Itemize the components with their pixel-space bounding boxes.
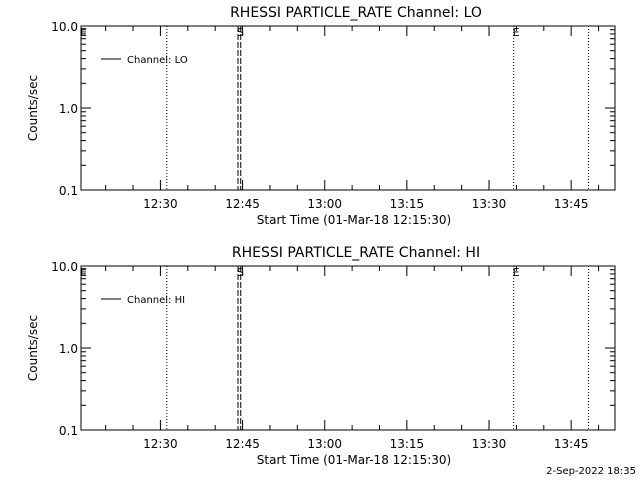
marker-label: E [80, 266, 87, 279]
legend-entry: Channel: LO [127, 55, 188, 66]
legend-entry: Channel: HI [127, 295, 185, 306]
x-tick-label: 12:45 [225, 437, 260, 451]
y-tick-label: 10.0 [51, 260, 78, 274]
chart-title: RHESSI PARTICLE_RATE Channel: HI [232, 245, 480, 261]
y-axis-label: Counts/sec [26, 315, 40, 381]
marker-label: E [513, 26, 520, 39]
y-axis-label: Counts/sec [26, 75, 40, 141]
x-tick-label: 13:30 [472, 437, 507, 451]
x-tick-label: 13:45 [554, 197, 589, 211]
x-ticks: 12:30 12:45 13:00 13:15 13:30 13:45 [105, 266, 600, 451]
chart-panel-2: RHESSI PARTICLE_RATE Channel: HI 0.1 1.0 10… [26, 245, 616, 467]
x-axis-label: Start Time (01-Mar-18 12:15:30) [257, 453, 451, 467]
x-tick-label: 13:00 [307, 437, 342, 451]
plot-frame [80, 25, 616, 191]
y-tick-label: 0.1 [59, 424, 78, 438]
chart-panel-1: RHESSI PARTICLE_RATE Channel: LO 0.1 1.0 10… [26, 5, 616, 227]
chart-title: RHESSI PARTICLE_RATE Channel: LO [230, 5, 482, 21]
plot-timestamp: 2-Sep-2022 18:35 [546, 466, 636, 477]
marker-label: E [513, 266, 520, 279]
marker-label: S [237, 26, 244, 39]
x-tick-label: 12:30 [143, 437, 178, 451]
y-tick-label: 0.1 [59, 184, 78, 198]
x-tick-label: 12:30 [143, 197, 178, 211]
y-tick-label: 1.0 [59, 102, 78, 116]
marker-label: E [80, 26, 87, 39]
x-tick-label: 12:45 [225, 197, 260, 211]
legend: Channel: HI [101, 295, 185, 306]
x-tick-label: 13:30 [472, 197, 507, 211]
marker-label: S [237, 266, 244, 279]
y-tick-label: 10.0 [51, 20, 78, 34]
x-axis-label: Start Time (01-Mar-18 12:15:30) [257, 213, 451, 227]
y-tick-label: 1.0 [59, 342, 78, 356]
x-tick-label: 13:45 [554, 437, 589, 451]
x-tick-label: 13:00 [307, 197, 342, 211]
x-tick-label: 13:15 [390, 197, 425, 211]
x-tick-label: 13:15 [390, 437, 425, 451]
x-ticks: 12:30 12:45 13:00 13:15 13:30 13:45 [105, 26, 600, 211]
y-ticks: 0.1 1.0 10.0 [51, 260, 615, 438]
y-ticks: 0.1 1.0 10.0 [51, 20, 615, 198]
legend: Channel: LO [101, 55, 188, 66]
plot-frame [80, 265, 616, 431]
